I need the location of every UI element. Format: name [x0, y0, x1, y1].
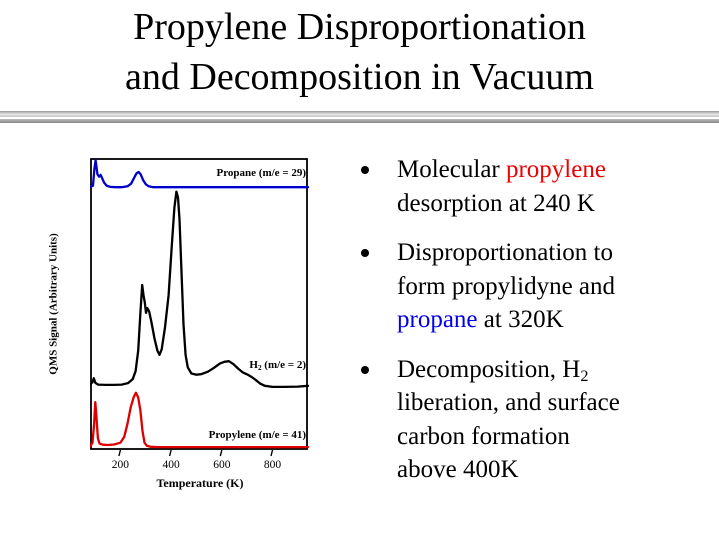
slide-title: Propylene Disproportionation and Decompos… [0, 2, 719, 102]
text-segment: Molecular [397, 156, 506, 183]
bullet-line: carbon formation [397, 420, 620, 454]
bullet-item-2: Disproportionation to form propylidyne an… [358, 236, 702, 337]
divider-bar-top [0, 111, 719, 117]
text-segment: carbon formation [397, 422, 570, 450]
y-axis-label: QMS Signal (Arbitrary Units) [48, 233, 61, 375]
bullet-line: form propylidyne and [397, 270, 615, 304]
propane-trace-label: Propane (m/e = 29) [90, 167, 306, 180]
bullet-line: liberation, and surface [397, 386, 620, 420]
text-segment: at 320K [477, 306, 564, 333]
bullet-line: Decomposition, H2 [397, 353, 620, 387]
x-tick [219, 449, 223, 457]
bullet-line: Molecular propylene [397, 153, 606, 187]
bullet-line: above 400K [397, 453, 620, 487]
text-segment: Disproportionation to [397, 239, 613, 266]
bullet-line: Disproportionation to [397, 236, 615, 270]
text-segment: Decomposition, H [397, 355, 581, 383]
tpd-chart: QMS Signal (Arbitrary Units) 200 400 600 80… [46, 150, 336, 498]
slide-title-line2: and Decomposition in Vacuum [125, 56, 594, 98]
bullet-icon [361, 365, 369, 374]
slide-title-line1: Propylene Disproportionation [133, 6, 586, 48]
bullet-text: Disproportionation to form propylidyne an… [397, 236, 615, 337]
divider-bar-bottom [0, 119, 719, 123]
propane-trace [90, 159, 310, 189]
propylene-trace-label: Propylene (m/e = 41) [90, 429, 306, 442]
x-tick-label: 400 [162, 459, 180, 470]
text-segment: desorption at 240 K [397, 189, 595, 217]
subscript-text: 2 [257, 363, 262, 372]
bullet-icon [361, 166, 369, 174]
red-text: propylene [505, 156, 606, 183]
plot-frame [90, 158, 308, 450]
x-tick [270, 449, 274, 457]
bullet-item-3: Decomposition, H2 liberation, and surface… [358, 353, 702, 487]
text-segment: form propylidyne and [397, 272, 616, 300]
plot-canvas: 200 400 600 800 [90, 158, 310, 470]
text-segment: Propylene (m/e = 41) [208, 429, 306, 441]
bullet-item-1: Molecular propylene desorption at 240 K [358, 153, 702, 220]
bullet-icon [361, 249, 369, 257]
x-tick [168, 449, 172, 457]
bullet-line: propane at 320K [397, 303, 615, 337]
x-tick [118, 449, 122, 457]
y-axis-label-box: QMS Signal (Arbitrary Units) [42, 158, 66, 450]
text-segment: Propane (m/e = 29) [216, 167, 306, 179]
h2-trace-label: H2 (m/e = 2) [90, 359, 306, 372]
bullet-text: Decomposition, H2 liberation, and surface… [397, 353, 620, 487]
x-tick-label: 600 [213, 459, 231, 470]
blue-text: propane [397, 306, 478, 333]
text-segment: liberation, and surface [397, 389, 620, 416]
h2-trace [90, 190, 310, 389]
subscript-text: 2 [580, 366, 589, 385]
text-segment: (m/e = 2) [261, 359, 306, 371]
bullet-line: desorption at 240 K [397, 187, 606, 221]
bullet-list: Molecular propylene desorption at 240 K Di… [358, 153, 702, 503]
text-segment: H [249, 359, 258, 371]
x-tick-label: 200 [112, 459, 130, 470]
x-axis-label: Temperature (K) [156, 476, 244, 490]
bullet-text: Molecular propylene desorption at 240 K [397, 153, 606, 220]
propylene-trace [90, 391, 310, 449]
x-tick-label: 800 [264, 459, 282, 470]
text-segment: above 400K [397, 456, 519, 483]
